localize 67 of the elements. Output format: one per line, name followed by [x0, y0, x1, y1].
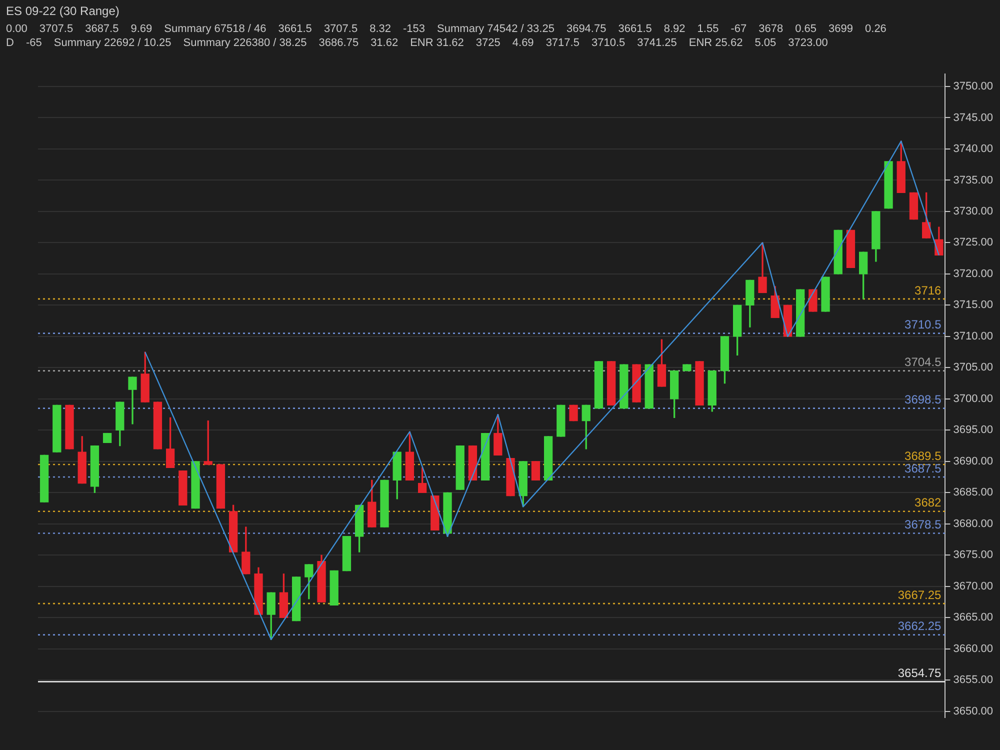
text: 3723.00 — [788, 36, 828, 50]
ref-line-label: 3716 — [914, 283, 942, 298]
y-tick-label: 3650.00 — [953, 705, 994, 718]
y-tick-label: 3715.00 — [953, 299, 994, 312]
text: -153 — [403, 22, 426, 36]
ref-line-label: 3678.5 — [904, 518, 942, 532]
text: 3687.5 — [85, 22, 119, 36]
text: 3707.5 — [324, 22, 358, 36]
y-tick-label: 3735.00 — [953, 174, 994, 186]
y-tick-label: 3655.00 — [953, 674, 994, 686]
text: 1.55 — [697, 22, 719, 36]
text: 31.62 — [370, 36, 398, 50]
text: 3661.5 — [278, 22, 312, 36]
text: 3661.5 — [618, 22, 652, 36]
ref-line-label: 3667.25 — [898, 588, 942, 602]
ref-line-label: 3682 — [914, 496, 942, 510]
y-tick-label: 3665.00 — [953, 612, 994, 624]
text: Summary 22692 / 10.25 — [54, 36, 172, 50]
text: -65 — [26, 36, 42, 50]
ref-line-label: 3704.5 — [904, 355, 942, 370]
ref-line-label: 3687.5 — [904, 461, 942, 476]
text: 0.26 — [865, 22, 886, 36]
text: 3694.75 — [566, 22, 606, 36]
text: 3678 — [758, 22, 784, 36]
ref-line-label: 3662.25 — [898, 619, 942, 634]
text: 3725 — [476, 36, 500, 50]
text: 0.00 — [6, 22, 28, 36]
text: Summary 67518 / 46 — [164, 22, 266, 36]
text: Summary 226380 / 38.25 — [183, 36, 307, 50]
chart-title: ES 09-22 (30 Range) — [6, 4, 120, 18]
text: -67 — [730, 22, 747, 36]
ref-line-label: 3654.75 — [898, 666, 942, 680]
y-tick-label: 3690.00 — [953, 455, 994, 468]
text: 4.69 — [512, 36, 534, 50]
y-tick-label: 3720.00 — [953, 268, 994, 280]
y-tick-label: 3740.00 — [953, 143, 994, 156]
text: ENR 31.62 — [410, 36, 464, 50]
text: Summary 74542 / 33.25 — [437, 22, 554, 36]
y-tick-label: 3730.00 — [953, 206, 994, 218]
y-tick-label: 3700.00 — [953, 392, 994, 405]
ref-line-label: 3698.5 — [904, 392, 942, 407]
text: 3699 — [828, 22, 854, 36]
y-tick-label: 3680.00 — [953, 518, 994, 530]
text: 0.65 — [795, 22, 817, 36]
y-tick-label: 3675.00 — [953, 549, 994, 562]
ref-line-label: 3689.5 — [904, 448, 942, 463]
y-tick-label: 3750.00 — [953, 80, 994, 93]
ref-line-label: 3710.5 — [904, 318, 942, 332]
y-tick-label: 3695.00 — [953, 424, 994, 436]
text: 8.92 — [664, 22, 686, 36]
y-tick-label: 3745.00 — [953, 112, 994, 124]
text: 3707.5 — [39, 22, 74, 36]
y-tick-label: 3710.00 — [953, 330, 994, 342]
y-tick-label: 3725.00 — [953, 236, 994, 249]
text: 5.05 — [754, 36, 776, 50]
y-tick-label: 3660.00 — [953, 642, 994, 655]
text: ENR 25.62 — [688, 36, 743, 50]
y-tick-label: 3685.00 — [953, 486, 994, 499]
text: D — [6, 36, 14, 50]
text: 9.69 — [130, 22, 152, 36]
text: 3741.25 — [637, 36, 677, 50]
text: 3686.75 — [318, 36, 359, 50]
y-tick-label: 3670.00 — [953, 580, 994, 592]
text: 3717.5 — [546, 36, 580, 50]
text: 8.32 — [370, 22, 392, 36]
text: 3710.5 — [591, 36, 626, 50]
y-tick-label: 3705.00 — [953, 362, 994, 374]
